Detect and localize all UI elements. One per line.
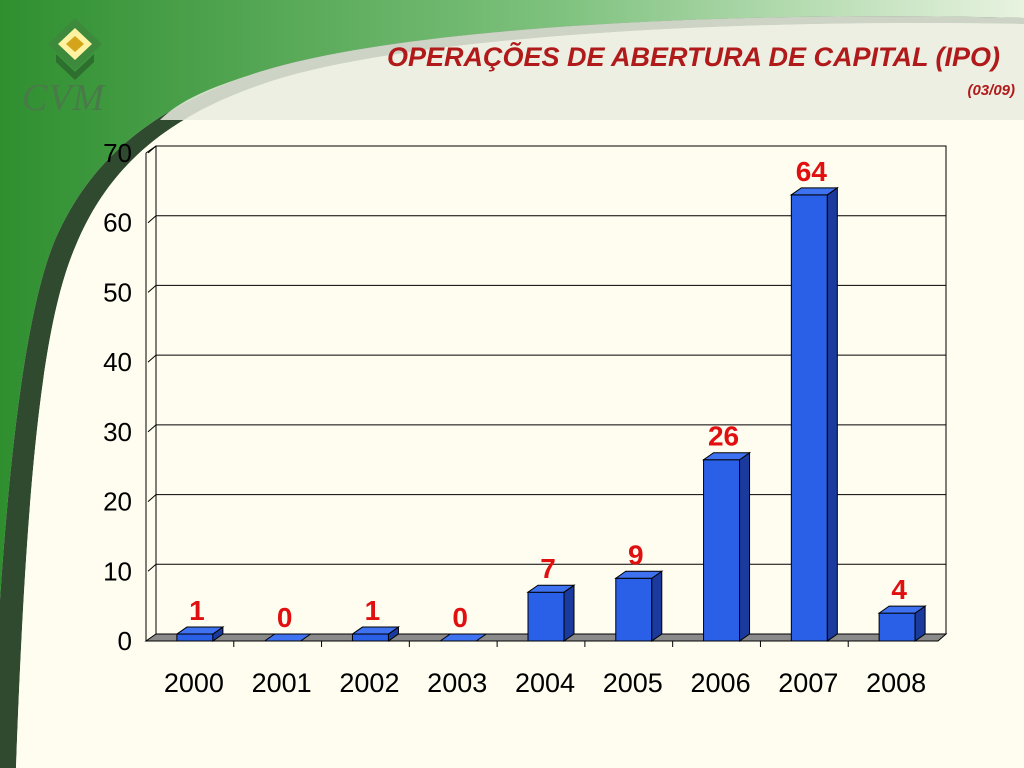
bar-top (877, 605, 927, 614)
y-tick (147, 494, 157, 502)
y-axis-top-edge (145, 145, 157, 154)
bar-side (826, 186, 838, 642)
y-tick (147, 215, 157, 224)
data-label: 1 (365, 595, 381, 626)
x-tick-label: 2001 (252, 668, 312, 698)
bar-top (701, 452, 752, 461)
data-label: 26 (708, 421, 739, 452)
cvm-logo-icon (48, 18, 102, 80)
x-tick-label: 2003 (427, 668, 487, 698)
x-tick-label: 2004 (515, 668, 575, 698)
bar-top (526, 584, 576, 593)
data-label: 0 (277, 602, 293, 633)
bar (615, 577, 653, 642)
x-tick-label: 2008 (866, 668, 926, 698)
bar (703, 459, 741, 642)
bar-top (438, 633, 488, 642)
page-title: OPERAÇÕES DE ABERTURA DE CAPITAL (IPO) (386, 42, 1000, 72)
bar-side (563, 584, 575, 642)
x-tick-label: 2006 (691, 668, 751, 698)
bar-top (350, 626, 401, 635)
bar (878, 612, 916, 642)
y-tick-label: 60 (103, 208, 132, 238)
bar-side (651, 570, 663, 642)
bar-top (175, 626, 225, 635)
y-tick-label: 0 (118, 626, 132, 656)
bar (527, 591, 565, 642)
y-tick-label: 30 (103, 417, 132, 447)
y-tick (147, 285, 157, 293)
data-label: 7 (540, 553, 556, 584)
data-label: 4 (891, 574, 907, 605)
bar (351, 633, 389, 642)
y-tick-label: 20 (103, 487, 132, 517)
bar-top (789, 187, 839, 196)
y-tick-label: 70 (103, 138, 132, 168)
data-label: 0 (452, 602, 468, 633)
bar (790, 194, 828, 642)
bar-side (739, 451, 751, 642)
x-tick-label: 2005 (603, 668, 663, 698)
bar (176, 633, 214, 642)
data-label: 1 (189, 595, 205, 626)
data-label: 64 (796, 156, 828, 187)
bar-top (263, 633, 313, 642)
x-tick-label: 2007 (778, 668, 838, 698)
y-tick-label: 50 (103, 277, 132, 307)
data-label: 9 (628, 539, 644, 570)
logo-text: CVM (22, 77, 106, 119)
y-tick-label: 40 (103, 347, 132, 377)
bar-top (614, 570, 664, 579)
y-tick (147, 424, 157, 433)
y-tick-label: 10 (103, 556, 132, 586)
x-tick-label: 2000 (164, 668, 224, 698)
x-tick-label: 2002 (339, 668, 399, 698)
y-tick (147, 354, 157, 363)
y-tick (147, 563, 157, 572)
page-subtitle: (03/09) (967, 82, 1015, 99)
